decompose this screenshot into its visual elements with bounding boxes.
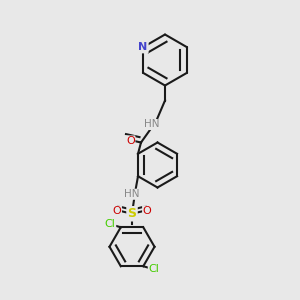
Text: O: O <box>126 136 135 146</box>
Text: O: O <box>142 206 152 216</box>
Text: Cl: Cl <box>105 219 116 229</box>
Text: S: S <box>128 207 136 220</box>
Text: HN: HN <box>144 119 159 130</box>
Text: O: O <box>112 206 122 216</box>
Text: HN: HN <box>124 189 140 199</box>
Text: Cl: Cl <box>148 264 159 274</box>
Text: N: N <box>138 42 148 52</box>
